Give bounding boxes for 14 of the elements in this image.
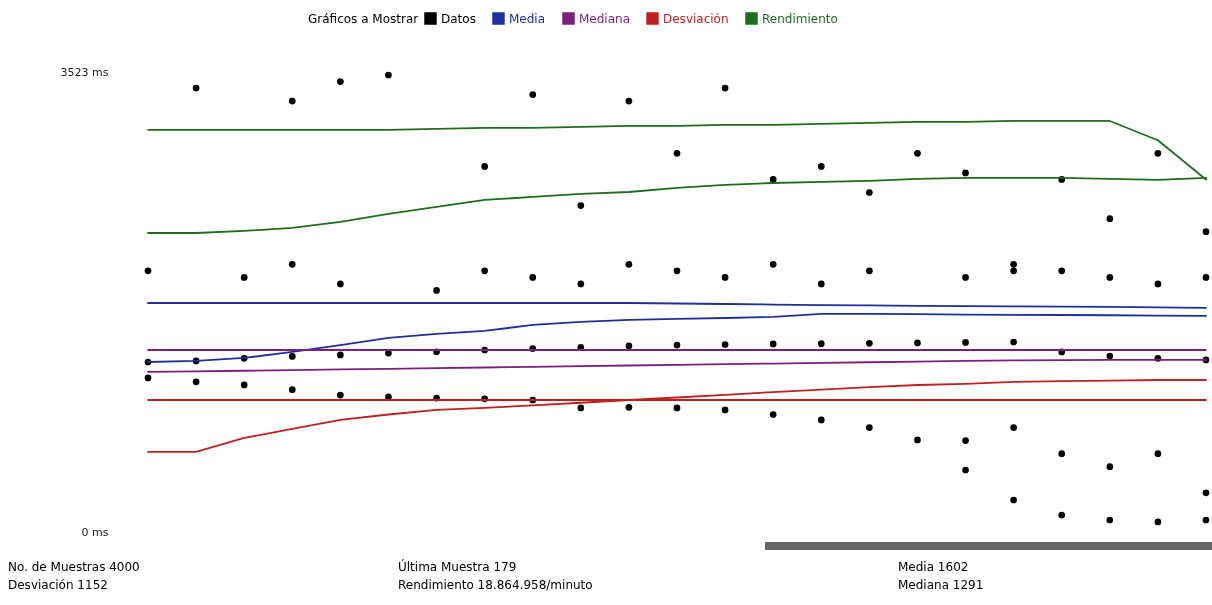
legend-label: Media <box>509 11 546 26</box>
legend-label: Rendimiento <box>762 11 838 26</box>
legend-label: Datos <box>441 11 476 26</box>
legend-title: Gráficos a Mostrar <box>308 12 419 26</box>
text: Mediana 1291 <box>898 578 985 592</box>
y-tick-label: 0 ms <box>81 525 109 539</box>
text: Rendimiento 18.864.958/minuto <box>398 578 594 592</box>
legend-label: Desviación <box>663 11 729 26</box>
text: No. de Muestras 4000 <box>8 560 141 574</box>
text: Media 1602 <box>898 560 970 574</box>
text: Última Muestra 179 <box>398 560 518 574</box>
legend-label: Mediana <box>579 11 630 26</box>
text: Desviación 1152 <box>8 578 109 592</box>
y-tick-label: 3523 ms <box>60 65 109 79</box>
